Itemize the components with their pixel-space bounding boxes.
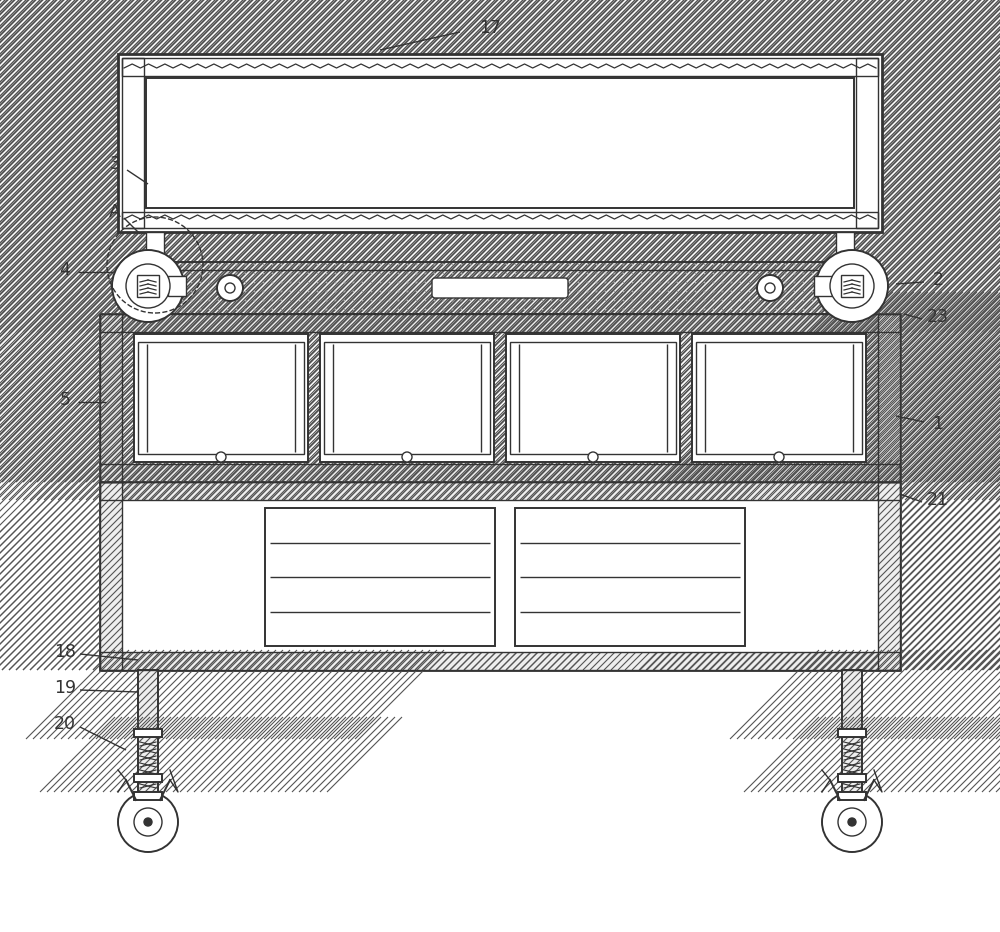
Bar xyxy=(100,482,122,670)
Bar xyxy=(138,670,158,739)
Bar xyxy=(814,276,832,296)
Circle shape xyxy=(830,264,874,308)
Bar xyxy=(132,262,868,314)
Circle shape xyxy=(134,808,162,836)
Text: 3: 3 xyxy=(110,155,120,173)
Bar xyxy=(878,314,900,482)
Bar xyxy=(324,342,490,454)
Bar xyxy=(122,212,878,228)
Bar xyxy=(510,342,676,454)
Bar xyxy=(146,78,854,208)
Bar xyxy=(134,729,162,737)
Bar xyxy=(100,652,900,670)
Text: 17: 17 xyxy=(479,19,501,37)
Bar xyxy=(138,342,304,454)
Bar xyxy=(138,342,304,454)
Bar xyxy=(100,314,122,482)
Circle shape xyxy=(848,818,856,826)
Bar xyxy=(118,54,882,232)
Bar xyxy=(132,262,868,314)
Bar xyxy=(138,737,158,792)
Circle shape xyxy=(112,250,184,322)
Bar xyxy=(842,670,862,739)
Bar xyxy=(842,737,862,792)
Text: A: A xyxy=(109,203,121,221)
Bar xyxy=(878,482,900,670)
Bar xyxy=(122,58,144,228)
Bar xyxy=(100,314,900,482)
Bar xyxy=(100,482,900,500)
Bar xyxy=(510,342,676,454)
Text: 1: 1 xyxy=(932,415,944,433)
Bar xyxy=(122,500,878,652)
Bar xyxy=(320,334,494,462)
Bar xyxy=(842,737,862,792)
Bar xyxy=(100,464,900,482)
Bar xyxy=(324,342,490,454)
Bar xyxy=(146,232,164,262)
Text: 5: 5 xyxy=(60,391,70,409)
Bar xyxy=(122,58,144,228)
Bar xyxy=(100,314,122,482)
Bar xyxy=(856,58,878,228)
Bar xyxy=(122,58,878,76)
Bar xyxy=(146,232,164,262)
Bar xyxy=(856,58,878,228)
Bar xyxy=(515,508,745,646)
Bar xyxy=(134,792,162,800)
Bar xyxy=(100,652,900,670)
Circle shape xyxy=(144,818,152,826)
Circle shape xyxy=(822,792,882,852)
Circle shape xyxy=(118,792,178,852)
Bar xyxy=(838,774,866,782)
Bar xyxy=(265,508,495,646)
Bar xyxy=(100,314,900,332)
Circle shape xyxy=(774,452,784,462)
Text: 20: 20 xyxy=(54,715,76,733)
Bar xyxy=(696,342,862,454)
Text: 21: 21 xyxy=(927,491,949,509)
Circle shape xyxy=(838,808,866,836)
Bar xyxy=(138,670,158,739)
Bar xyxy=(836,232,854,262)
Bar xyxy=(506,334,680,462)
Bar xyxy=(168,276,186,296)
Text: 2: 2 xyxy=(932,271,944,289)
Bar xyxy=(100,314,900,332)
Circle shape xyxy=(217,275,243,301)
Text: 23: 23 xyxy=(927,308,949,326)
Text: 18: 18 xyxy=(54,643,76,661)
Bar xyxy=(134,774,162,782)
Bar xyxy=(100,482,122,670)
Bar xyxy=(842,670,862,739)
Circle shape xyxy=(126,264,170,308)
FancyBboxPatch shape xyxy=(432,278,568,298)
Bar xyxy=(122,58,878,76)
Bar xyxy=(841,275,863,297)
Circle shape xyxy=(225,283,235,293)
Bar xyxy=(137,275,159,297)
Bar xyxy=(878,314,900,482)
Bar xyxy=(100,464,900,482)
Bar xyxy=(138,737,158,792)
Bar xyxy=(878,482,900,670)
Bar xyxy=(134,334,308,462)
Text: 19: 19 xyxy=(54,679,76,697)
Circle shape xyxy=(757,275,783,301)
Bar xyxy=(100,482,900,670)
Circle shape xyxy=(588,452,598,462)
Bar xyxy=(838,792,866,800)
Circle shape xyxy=(816,250,888,322)
Bar xyxy=(692,334,866,462)
Circle shape xyxy=(402,452,412,462)
Bar xyxy=(100,482,900,500)
Bar xyxy=(836,232,854,262)
Bar xyxy=(122,212,878,228)
Bar xyxy=(838,729,866,737)
Text: 4: 4 xyxy=(60,261,70,279)
Circle shape xyxy=(765,283,775,293)
Bar xyxy=(696,342,862,454)
Circle shape xyxy=(216,452,226,462)
